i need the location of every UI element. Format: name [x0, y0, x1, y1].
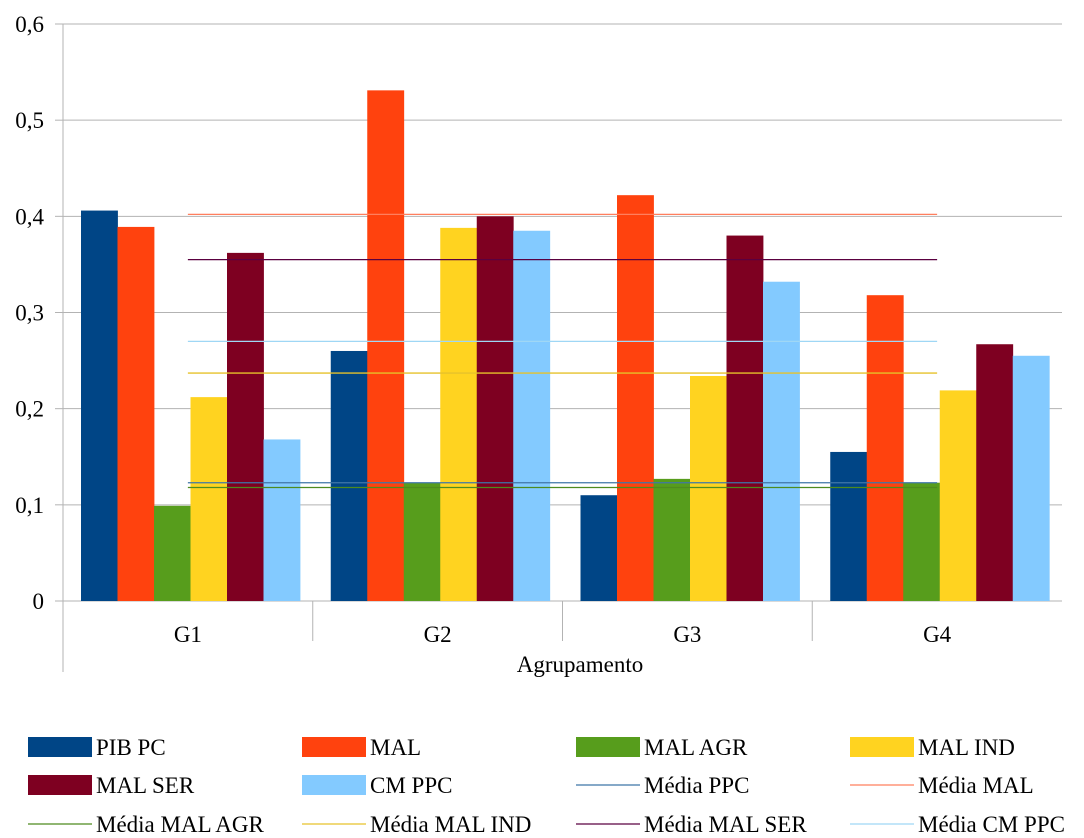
legend-swatch: [302, 737, 366, 757]
y-tick-label: 0: [33, 589, 45, 614]
x-axis-tick-labels: G1 G2 G3 G4: [174, 622, 952, 647]
bar: [976, 344, 1014, 601]
bar: [154, 505, 191, 601]
legend-item: MAL AGR: [576, 735, 748, 760]
legend-item: MAL IND: [850, 735, 1015, 760]
legend-label: Média MAL AGR: [96, 812, 264, 837]
legend-label: Média PPC: [644, 773, 749, 798]
bar: [690, 375, 727, 601]
legend-swatch: [850, 737, 914, 757]
bar: [1012, 355, 1050, 601]
legend-item: CM PPC: [302, 773, 452, 798]
reference-lines: [187, 213, 938, 489]
y-tick-label: 0,1: [15, 493, 44, 518]
bar: [617, 195, 654, 601]
legend-label: MAL AGR: [644, 735, 748, 760]
bar: [227, 252, 264, 602]
legend-swatch: [576, 737, 640, 757]
legend-item: MAL SER: [28, 773, 195, 798]
x-tick-label: G3: [673, 622, 701, 647]
bar: [830, 451, 868, 601]
legend-item: MAL: [302, 735, 421, 760]
x-axis-label: Agrupamento: [517, 652, 643, 677]
bar: [726, 235, 764, 602]
x-tick-label: G1: [174, 622, 202, 647]
bar: [903, 482, 941, 601]
x-tick-label: G2: [424, 622, 452, 647]
legend-label: PIB PC: [96, 735, 166, 760]
legend-item: Média MAL SER: [576, 812, 807, 837]
bar: [476, 216, 514, 602]
y-axis-tick-labels: 0 0,1 0,2 0,3 0,4 0,5 0,6: [15, 12, 44, 614]
legend-item: Média MAL: [850, 773, 1034, 798]
bar: [763, 281, 800, 601]
legend-item: Média MAL AGR: [28, 812, 264, 837]
y-tick-label: 0,2: [15, 397, 44, 422]
legend-label: MAL: [370, 735, 421, 760]
bar: [440, 227, 478, 601]
legend-swatch: [28, 737, 92, 757]
legend-swatch: [28, 775, 92, 795]
legend-label: MAL SER: [96, 773, 195, 798]
y-tick-label: 0,6: [15, 12, 44, 37]
bar: [81, 210, 118, 601]
bar: [513, 230, 551, 601]
bar: [263, 439, 301, 601]
bar: [330, 350, 368, 601]
bar: [580, 495, 618, 601]
legend-label: Média MAL: [918, 773, 1034, 798]
y-tick-label: 0,4: [15, 204, 44, 229]
bar: [190, 397, 228, 601]
bar: [403, 482, 441, 601]
bars: [81, 90, 1050, 602]
y-tick-label: 0,3: [15, 301, 44, 326]
bar: [653, 478, 691, 601]
legend-swatch: [302, 775, 366, 795]
x-tick-label: G4: [923, 622, 952, 647]
bar: [866, 295, 904, 601]
bar: [939, 390, 977, 601]
bar: [367, 90, 405, 601]
y-tick-label: 0,5: [15, 108, 44, 133]
legend-label: CM PPC: [370, 773, 452, 798]
legend-label: Média MAL IND: [370, 812, 531, 837]
legend-label: MAL IND: [918, 735, 1015, 760]
legend-item: Média MAL IND: [302, 812, 531, 837]
legend-item: PIB PC: [28, 735, 166, 760]
legend-label: Média CM PPC: [918, 812, 1065, 837]
bar: [117, 226, 155, 601]
legend-item: Média PPC: [576, 773, 749, 798]
legend-item: Média CM PPC: [850, 812, 1065, 837]
legend-label: Média MAL SER: [644, 812, 807, 837]
legend: PIB PC MAL MAL AGR MAL IND MAL SER CM PPC Médi…: [28, 735, 1065, 837]
